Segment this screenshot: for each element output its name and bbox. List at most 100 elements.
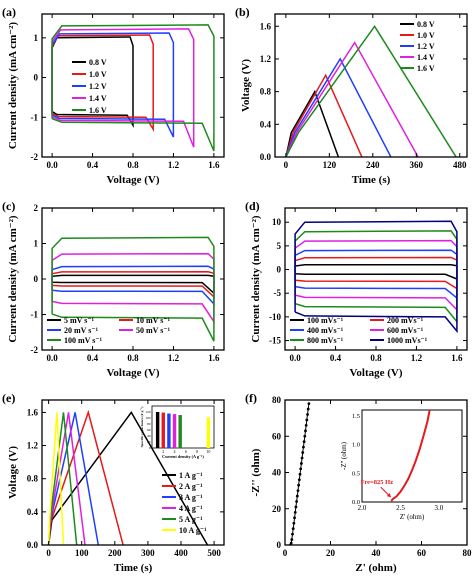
legend-entry: 1.4 V <box>89 94 107 103</box>
inset-x-tick-label: 2.5 <box>396 504 405 512</box>
legend-entry: 3 A g⁻¹ <box>179 493 203 502</box>
inset-x-tick-label: 10 <box>206 449 210 454</box>
y-tick-label: 1 <box>34 239 39 249</box>
data-point <box>298 472 302 476</box>
y-tick-label: 0 <box>34 274 39 284</box>
y-tick-label: -1 <box>31 310 39 320</box>
x-tick-label: 0 <box>283 548 288 558</box>
y-tick-label: 2 <box>34 203 39 213</box>
inset-bar <box>161 412 165 448</box>
series-1.2 V <box>285 57 392 157</box>
y-tick-label: -5 <box>274 288 282 298</box>
panel-label: (d) <box>245 199 260 213</box>
legend-entry: 1.2 V <box>89 82 107 91</box>
inset-x-label: Current density (A g⁻¹) <box>162 454 204 459</box>
x-tick-label: 80 <box>463 548 473 558</box>
panel-d: 0.0 0.4 0.8 1.2 1.6 -15 -10 -5 0 5 10 Voltage (V) Cu… <box>245 199 468 379</box>
legend-entry: 10 mV s⁻¹ <box>136 316 171 325</box>
inset-y-tick-label: 120 <box>145 410 151 414</box>
y-tick-label: 0.8 <box>27 474 39 484</box>
x-axis-label: Z' (ohm) <box>355 562 397 574</box>
panel-label: (c) <box>2 199 15 213</box>
data-point <box>299 467 303 471</box>
legend-entry: 50 mV s⁻¹ <box>136 326 171 335</box>
y-tick-label: 0.4 <box>27 507 39 517</box>
y-tick-label: 40 <box>272 468 282 478</box>
x-tick-label: 200 <box>108 548 122 558</box>
y-tick-label: -10 <box>269 312 281 322</box>
legend-entry: 1.2 V <box>417 42 435 51</box>
inset-x-tick-label: 3.0 <box>435 504 444 512</box>
panel-b: 0 120 240 360 480 0.0 0.4 0.8 1.2 1.6 Time (s) Volt… <box>235 5 468 186</box>
inset-y-label: Specific capacitance (F g⁻¹) <box>140 406 144 448</box>
inset-y-tick-label: 0 <box>149 446 151 450</box>
inset-bar <box>167 413 171 448</box>
data-point <box>293 516 296 520</box>
x-axis-label: Voltage (V) <box>349 367 402 379</box>
x-tick-label: 1.2 <box>168 353 180 363</box>
legend-entry: 600 mVs⁻¹ <box>387 326 424 335</box>
y-tick-label: 1.2 <box>260 54 272 64</box>
x-axis-label: Voltage (V) <box>106 367 159 379</box>
y-tick-label: 1 <box>34 33 39 43</box>
legend-entry: 1000 mVs⁻¹ <box>387 336 428 345</box>
legend-entry: 20 mV s⁻¹ <box>64 326 99 335</box>
y-tick-label: 1.6 <box>27 407 39 417</box>
plot-area <box>51 24 215 152</box>
panel-a: 0.0 0.4 0.8 1.2 1.6 -2 -1 0 1 Voltage (V) Current … <box>2 5 225 186</box>
data-point <box>294 505 298 509</box>
y-axis-label: Voltage (V) <box>240 59 252 112</box>
panel-c: 0.0 0.4 0.8 1.2 1.6 -2 -1 0 1 2 Voltage (V) Current… <box>2 199 225 379</box>
inset-bar <box>172 414 177 448</box>
annotation-arrowhead <box>386 493 391 498</box>
legend-entry: 400 mVs⁻¹ <box>307 326 344 335</box>
plot-frame <box>274 13 468 158</box>
data-point <box>297 478 301 482</box>
y-tick-label: 0 <box>277 265 282 275</box>
series-100 mVs⁻¹ <box>294 263 458 281</box>
y-axis-label: -Z'' (ohm) <box>250 448 262 496</box>
inset-bar <box>206 417 211 448</box>
legend-entry: 1 A g⁻¹ <box>179 471 203 480</box>
x-tick-label: 480 <box>453 160 467 170</box>
legend-entry: 100 mVs⁻¹ <box>307 316 344 325</box>
panel-label: (e) <box>2 391 15 405</box>
inset-x-tick-label: 2.0 <box>358 504 367 512</box>
legend-entry: 1.0 V <box>417 31 435 40</box>
x-tick-label: 1.6 <box>451 353 463 363</box>
x-tick-label: 500 <box>207 548 221 558</box>
inset-x-label: Z' (ohm) <box>400 513 425 521</box>
x-tick-label: 1.6 <box>208 160 220 170</box>
panel-f: 0 20 40 60 80 0 20 40 60 80 Z' (ohm) -Z'' (ohm) (f) 2… <box>245 391 472 574</box>
data-point <box>297 483 301 487</box>
data-point <box>290 538 294 541</box>
legend-entry: 0.8 V <box>89 58 107 67</box>
y-axis-label: Current density (mA cm⁻²) <box>250 215 262 342</box>
series-4 A g⁻¹ <box>47 412 86 545</box>
data-point <box>302 445 305 449</box>
y-tick-label: -2 <box>31 345 39 355</box>
x-tick-label: 0 <box>46 548 51 558</box>
x-axis-label: Voltage (V) <box>106 174 159 186</box>
y-tick-label: 0.4 <box>260 119 272 129</box>
inset-curve <box>390 409 431 502</box>
y-tick-label: -2 <box>31 152 39 162</box>
y-tick-label: 0 <box>34 73 39 83</box>
data-point <box>291 532 294 536</box>
data-point <box>293 510 297 514</box>
y-axis-label: Voltage (V) <box>7 446 19 499</box>
plot-frame <box>41 399 225 546</box>
data-point <box>303 434 307 438</box>
legend-entry: 10 A g⁻¹ <box>179 526 207 535</box>
x-tick-label: 60 <box>417 548 427 558</box>
data-point <box>296 489 300 493</box>
series-1000 mVs⁻¹ <box>294 220 458 334</box>
data-point <box>304 429 307 433</box>
series-1.4 V <box>51 28 195 148</box>
inset-bar <box>155 412 160 448</box>
inset-y-tick-label: 0.0 <box>352 499 360 506</box>
legend-entry: 1.6 V <box>89 106 107 115</box>
